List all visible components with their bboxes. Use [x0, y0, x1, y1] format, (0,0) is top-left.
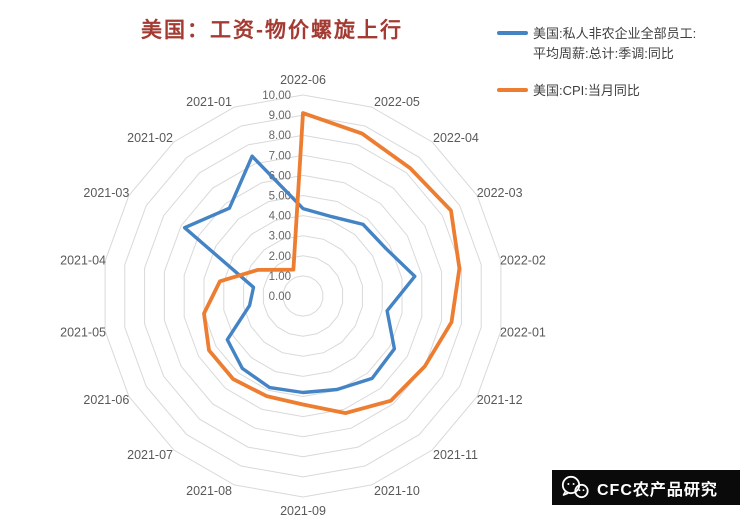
grid-ring — [203, 194, 403, 398]
category-label-2021-02: 2021-02 — [127, 131, 173, 145]
radial-tick-label: 4.00 — [269, 211, 291, 223]
radial-tick-label: 10.00 — [262, 90, 291, 102]
grid-ring — [163, 154, 443, 438]
series-polygon-cpi — [202, 111, 462, 416]
legend-label-line1: 美国:CPI:当月同比 — [533, 83, 640, 98]
watermark-text: CFC农产品研究 — [597, 481, 718, 499]
category-label-2022-05: 2022-05 — [374, 95, 420, 109]
radial-tick-label: 0.00 — [269, 291, 291, 303]
watermark-banner: CFC农产品研究 — [552, 470, 740, 505]
category-label-2021-05: 2021-05 — [60, 325, 106, 339]
grid-ring — [144, 134, 462, 458]
category-label-2022-02: 2022-02 — [500, 253, 546, 267]
category-label-2021-06: 2021-06 — [83, 393, 129, 407]
chart-title: 美国：工资-物价螺旋上行 — [141, 19, 403, 42]
category-label-2022-06: 2022-06 — [280, 73, 326, 87]
category-label-2021-11: 2021-11 — [433, 448, 478, 462]
grid-ring — [183, 174, 423, 418]
category-label-2021-07: 2021-07 — [127, 448, 173, 462]
chart-legend: 美国:私人非农企业全部员工: 平均周薪:总计:季调:同比 美国:CPI:当月同比 — [497, 24, 737, 101]
category-label-2021-08: 2021-08 — [186, 484, 232, 498]
radial-tick-label: 3.00 — [269, 231, 291, 243]
radial-tick-label: 5.00 — [269, 191, 291, 203]
series-polygon-weekly-earnings — [182, 154, 417, 395]
grid-ring — [243, 235, 363, 357]
radial-tick-label: 1.00 — [269, 271, 291, 283]
legend-label-weekly-earnings: 美国:私人非农企业全部员工: 平均周薪:总计:季调:同比 — [533, 24, 696, 64]
legend-label-cpi: 美国:CPI:当月同比 — [533, 81, 640, 101]
category-label-2021-04: 2021-04 — [60, 253, 106, 267]
legend-entry-cpi: 美国:CPI:当月同比 — [497, 81, 737, 101]
category-label-2021-03: 2021-03 — [83, 186, 129, 200]
grid-ring — [104, 94, 502, 498]
grid-ring — [124, 114, 482, 478]
category-label-2021-09: 2021-09 — [280, 504, 326, 518]
legend-line-swatch-blue — [497, 31, 528, 35]
grid-ring — [223, 215, 383, 377]
legend-label-line2: 平均周薪:总计:季调:同比 — [533, 46, 674, 61]
category-label-2021-12: 2021-12 — [477, 393, 523, 407]
category-label-2022-04: 2022-04 — [433, 131, 479, 145]
radial-tick-label: 9.00 — [269, 110, 291, 122]
legend-line-swatch-orange — [497, 88, 528, 92]
legend-entry-weekly-earnings: 美国:私人非农企业全部员工: 平均周薪:总计:季调:同比 — [497, 24, 737, 64]
radial-tick-label: 7.00 — [269, 150, 291, 162]
wechat-chat-bubbles-icon — [561, 475, 589, 498]
legend-label-line1: 美国:私人非农企业全部员工: — [533, 26, 697, 41]
radial-tick-label: 2.00 — [269, 251, 291, 263]
category-label-2021-10: 2021-10 — [374, 484, 420, 498]
category-label-2021-01: 2021-01 — [186, 95, 232, 109]
radial-tick-label: 8.00 — [269, 130, 291, 142]
grid-ring — [282, 275, 324, 317]
category-label-2022-01: 2022-01 — [500, 325, 546, 339]
category-label-2022-03: 2022-03 — [477, 186, 523, 200]
grid-ring — [262, 255, 344, 337]
